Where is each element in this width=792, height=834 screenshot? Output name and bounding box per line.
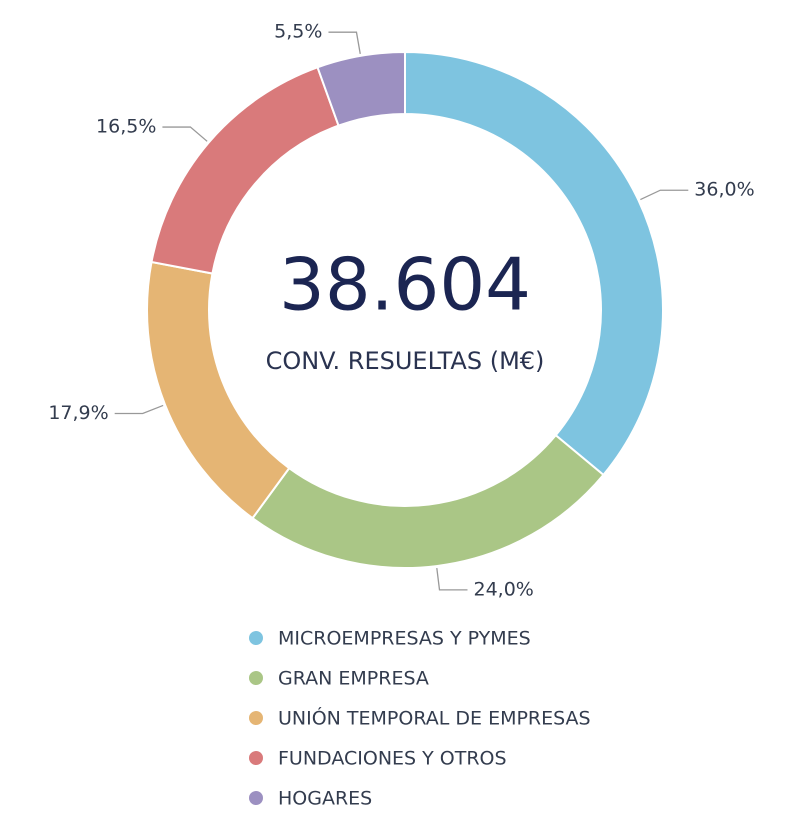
legend-label: GRAN EMPRESA: [278, 668, 429, 690]
leader-line: [640, 189, 689, 201]
center-value: 38.604: [279, 243, 531, 327]
data-label: 16,5%: [96, 116, 156, 138]
legend-marker: [249, 631, 263, 645]
legend-marker: [249, 711, 263, 725]
donut-slice: [251, 433, 605, 569]
donut-slice: [404, 50, 664, 477]
center-label: CONV. RESUELTAS (M€): [266, 347, 545, 375]
legend-label: UNIÓN TEMPORAL DE EMPRESAS: [278, 706, 591, 730]
legend-marker: [249, 791, 263, 805]
donut-slice: [146, 260, 291, 520]
legend-marker: [249, 671, 263, 685]
donut-slice: [316, 50, 406, 127]
data-label: 5,5%: [274, 21, 322, 43]
legend-label: HOGARES: [278, 788, 372, 810]
data-label: 36,0%: [694, 179, 754, 201]
leader-line: [114, 404, 164, 415]
legend-label: MICROEMPRESAS Y PYMES: [278, 628, 531, 650]
data-label: 24,0%: [473, 578, 533, 600]
legend-marker: [249, 751, 263, 765]
leader-line: [328, 31, 361, 54]
leader-line: [436, 567, 468, 591]
data-label: 17,9%: [48, 402, 108, 424]
leader-line: [162, 126, 208, 142]
legend-label: FUNDACIONES Y OTROS: [278, 748, 507, 770]
